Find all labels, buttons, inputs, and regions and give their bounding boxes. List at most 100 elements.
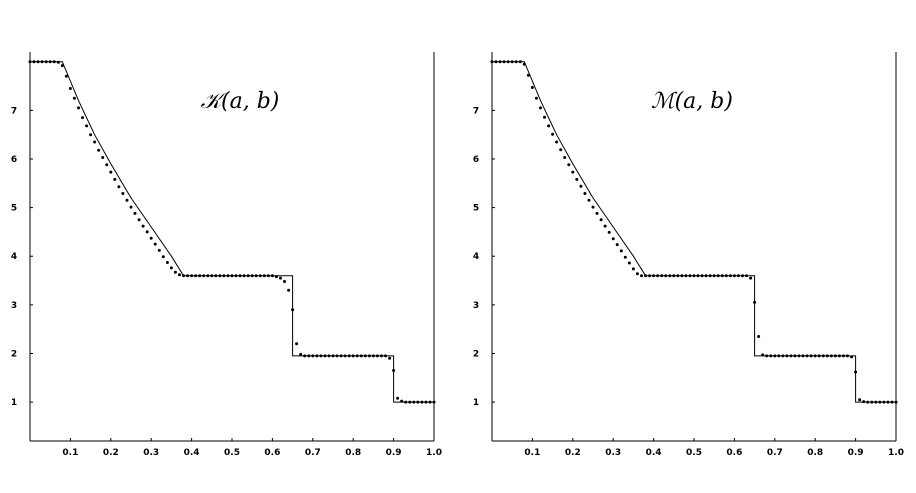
data-point [355,354,359,358]
data-point [331,354,335,358]
data-point [315,354,319,358]
data-point [749,276,753,280]
data-point [363,354,367,358]
data-point [704,274,708,278]
data-point [720,274,724,278]
data-point [380,354,383,358]
data-point [72,96,76,100]
data-point [494,60,498,64]
x-tick-label: 0.3 [605,448,621,458]
x-tick-label: 0.8 [807,448,823,458]
data-point [656,274,660,278]
data-point [97,148,101,152]
data-point [279,276,282,280]
data-point [862,400,866,404]
data-point [194,274,198,278]
data-point [878,400,882,404]
data-point [664,274,668,278]
data-point [412,400,416,404]
data-point [89,133,93,137]
data-point [692,274,696,278]
data-point [846,354,849,358]
data-point [323,354,327,358]
data-point [145,230,149,234]
data-point [291,308,295,312]
data-point [218,274,222,278]
x-tick-label: 0.4 [646,448,662,458]
data-point [339,354,343,358]
y-tick-label: 2 [473,349,479,359]
data-point [222,274,226,278]
data-point [490,60,494,64]
data-point [575,177,579,181]
data-point [510,60,514,64]
data-point [534,96,538,100]
data-point [635,272,639,276]
data-point [522,62,526,66]
data-point [894,400,898,404]
data-point [186,274,190,278]
data-point [728,274,732,278]
data-point [262,274,266,278]
data-point [367,354,371,358]
data-point [287,288,291,292]
data-point [518,60,522,64]
data-point [420,400,424,404]
data-point [761,353,765,357]
data-point [424,400,428,404]
data-point [539,106,542,110]
data-point [359,354,363,358]
data-point [254,274,258,278]
data-point [44,60,48,64]
data-point [716,274,720,278]
x-tick-label: 0.6 [264,448,280,458]
data-point [384,354,387,358]
data-point [502,60,506,64]
data-point [428,400,432,404]
data-point [351,354,355,358]
data-point [668,274,672,278]
data-point [619,249,623,253]
data-point [68,87,72,90]
y-tick-label: 1 [473,398,479,408]
y-tick-label: 7 [473,106,479,116]
data-point [567,163,571,167]
data-point [700,274,704,278]
x-tick-label: 0.9 [386,448,402,458]
x-tick-label: 0.7 [305,448,321,458]
data-point [190,274,194,278]
data-point [173,270,177,274]
data-point [165,261,169,264]
data-point [408,400,412,404]
data-point [547,124,551,128]
x-tick-label: 0.1 [62,448,78,458]
data-point [587,198,591,202]
data-point [234,274,238,278]
data-point [206,274,210,278]
data-point [551,132,555,136]
data-point [258,274,262,278]
data-point [591,205,595,209]
x-tick-label: 0.5 [224,448,240,458]
data-point [736,274,740,278]
data-point [809,354,813,358]
data-point [684,274,688,278]
data-point [303,354,307,358]
data-point [842,354,845,358]
data-point [777,354,781,358]
data-point [753,300,757,304]
data-point [874,400,878,404]
y-tick-label: 1 [11,398,17,408]
x-tick-label: 1.0 [888,448,904,458]
data-point [32,60,36,64]
x-tick-label: 0.9 [848,448,864,458]
data-point [161,255,165,259]
data-point [182,274,185,278]
data-point [230,274,234,278]
data-point [202,274,206,278]
data-point [506,60,510,64]
data-point [627,261,631,265]
data-point [712,274,716,278]
data-point [371,354,375,358]
data-point [854,370,858,374]
